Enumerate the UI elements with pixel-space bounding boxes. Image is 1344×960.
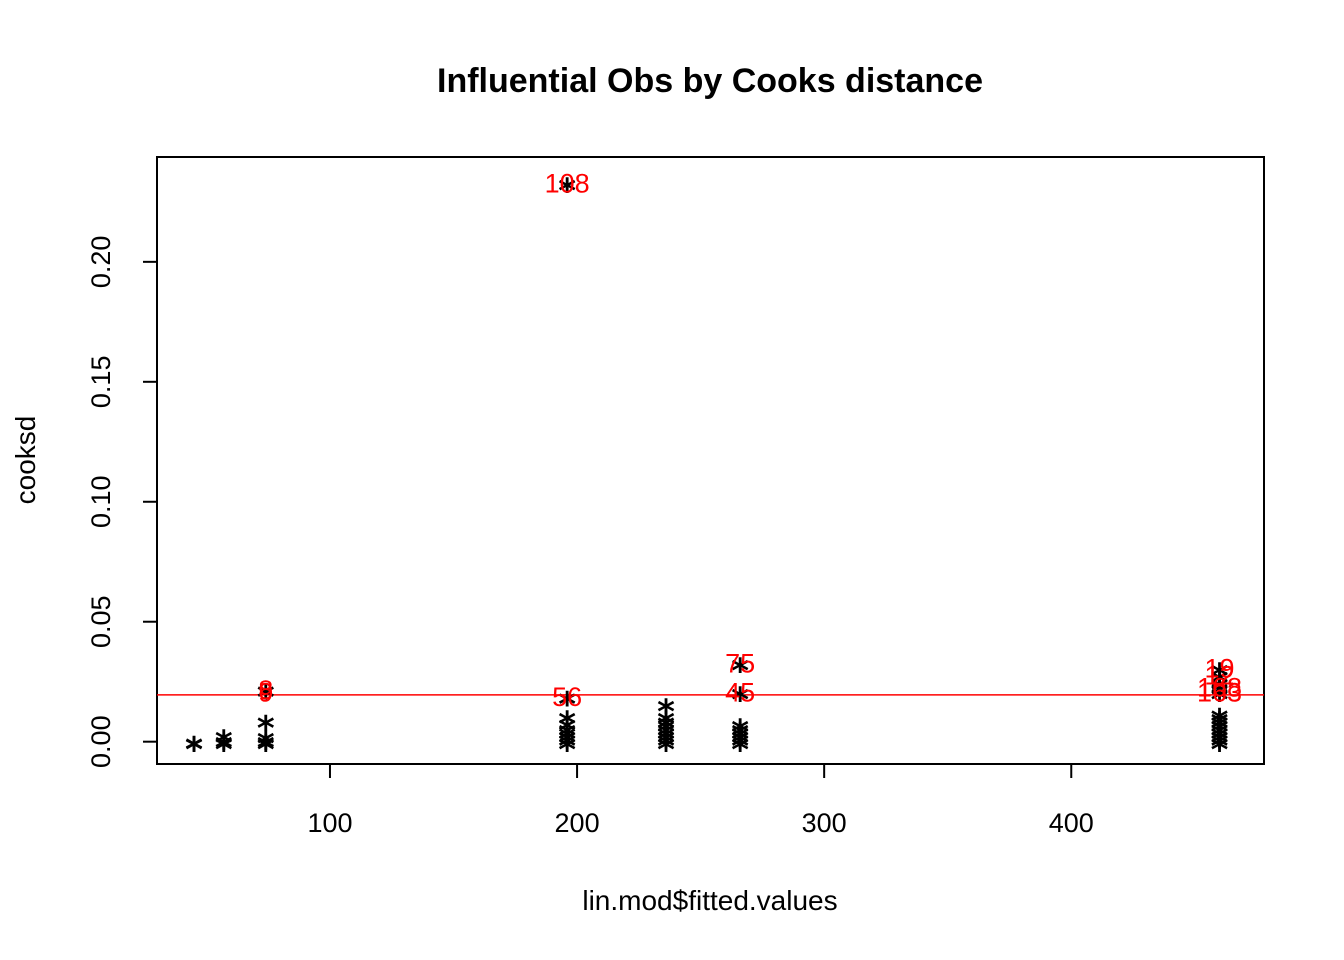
x-tick-label: 100 — [307, 808, 352, 838]
data-point: * — [558, 685, 576, 725]
y-tick-label: 0.00 — [86, 715, 116, 768]
data-point: * — [1211, 709, 1229, 749]
data-point: * — [215, 731, 233, 771]
data-point: * — [1211, 727, 1229, 767]
y-tick-label: 0.05 — [86, 595, 116, 648]
data-point: * — [657, 720, 675, 760]
data-point: * — [1211, 702, 1229, 742]
x-axis-label: lin.mod$fitted.values — [582, 885, 837, 916]
y-tick-label: 0.20 — [86, 236, 116, 289]
data-point: * — [657, 692, 675, 732]
data-point: * — [731, 727, 749, 767]
x-tick-label: 200 — [555, 808, 600, 838]
y-axis-label: cooksd — [10, 416, 41, 505]
chart-title: Influential Obs by Cooks distance — [437, 62, 983, 100]
data-point: * — [215, 723, 233, 763]
data-point: * — [657, 713, 675, 753]
data-point: * — [1211, 723, 1229, 763]
data-point: * — [657, 704, 675, 744]
data-point: * — [558, 704, 576, 744]
data-point: * — [731, 716, 749, 756]
data-point: * — [257, 709, 275, 749]
x-axis: 100 200 300 400 — [307, 763, 1094, 838]
observation-label: 19 — [1204, 653, 1234, 683]
data-point: * — [558, 727, 576, 767]
data-point: * — [185, 730, 203, 770]
data-point: * — [215, 728, 233, 768]
data-point: * — [1211, 656, 1229, 696]
data-point: * — [731, 652, 749, 692]
data-point: * — [1211, 705, 1229, 745]
plot-frame — [156, 156, 1265, 765]
data-point: * — [1211, 731, 1229, 771]
data-point: * — [257, 725, 275, 765]
data-point: * — [657, 716, 675, 756]
data-point: * — [1211, 720, 1229, 760]
data-point: * — [731, 731, 749, 771]
data-point: * — [657, 727, 675, 767]
x-tick-label: 400 — [1049, 808, 1094, 838]
observation-label: 9 — [258, 677, 273, 707]
data-point: * — [1211, 716, 1229, 756]
data-point: * — [1211, 676, 1229, 716]
data-point: * — [731, 713, 749, 753]
data-points: ** *** ***********************************… — [185, 172, 1228, 771]
data-point: * — [257, 728, 275, 768]
data-point: * — [558, 711, 576, 751]
data-point: * — [1211, 680, 1229, 720]
data-point: * — [1211, 713, 1229, 753]
data-point: * — [257, 678, 275, 718]
x-tick-label: 300 — [802, 808, 847, 838]
data-point: * — [558, 172, 576, 212]
y-tick-label: 0.10 — [86, 475, 116, 528]
y-axis: 0.00 0.05 0.10 0.15 0.20 — [86, 236, 158, 768]
data-point: * — [1211, 664, 1229, 704]
observation-label: 108 — [545, 169, 590, 199]
observation-label: 8 — [258, 675, 273, 705]
y-tick-label: 0.15 — [86, 356, 116, 409]
data-point: * — [1211, 671, 1229, 711]
data-point: * — [558, 731, 576, 771]
observation-label: 56 — [552, 682, 582, 712]
observation-label: 12 — [1204, 661, 1234, 691]
data-point: * — [657, 731, 675, 771]
observation-label: 168 — [1197, 673, 1242, 703]
data-point: * — [558, 720, 576, 760]
data-point: * — [185, 731, 203, 771]
data-point: * — [731, 720, 749, 760]
data-point: * — [657, 723, 675, 763]
data-point: * — [257, 731, 275, 771]
observation-label: 163 — [1197, 677, 1242, 707]
observation-label: 75 — [725, 649, 755, 679]
data-point: * — [558, 723, 576, 763]
observation-label: 45 — [725, 677, 755, 707]
data-point: * — [731, 723, 749, 763]
data-point: * — [657, 709, 675, 749]
data-point: * — [731, 680, 749, 720]
data-point: * — [558, 716, 576, 756]
